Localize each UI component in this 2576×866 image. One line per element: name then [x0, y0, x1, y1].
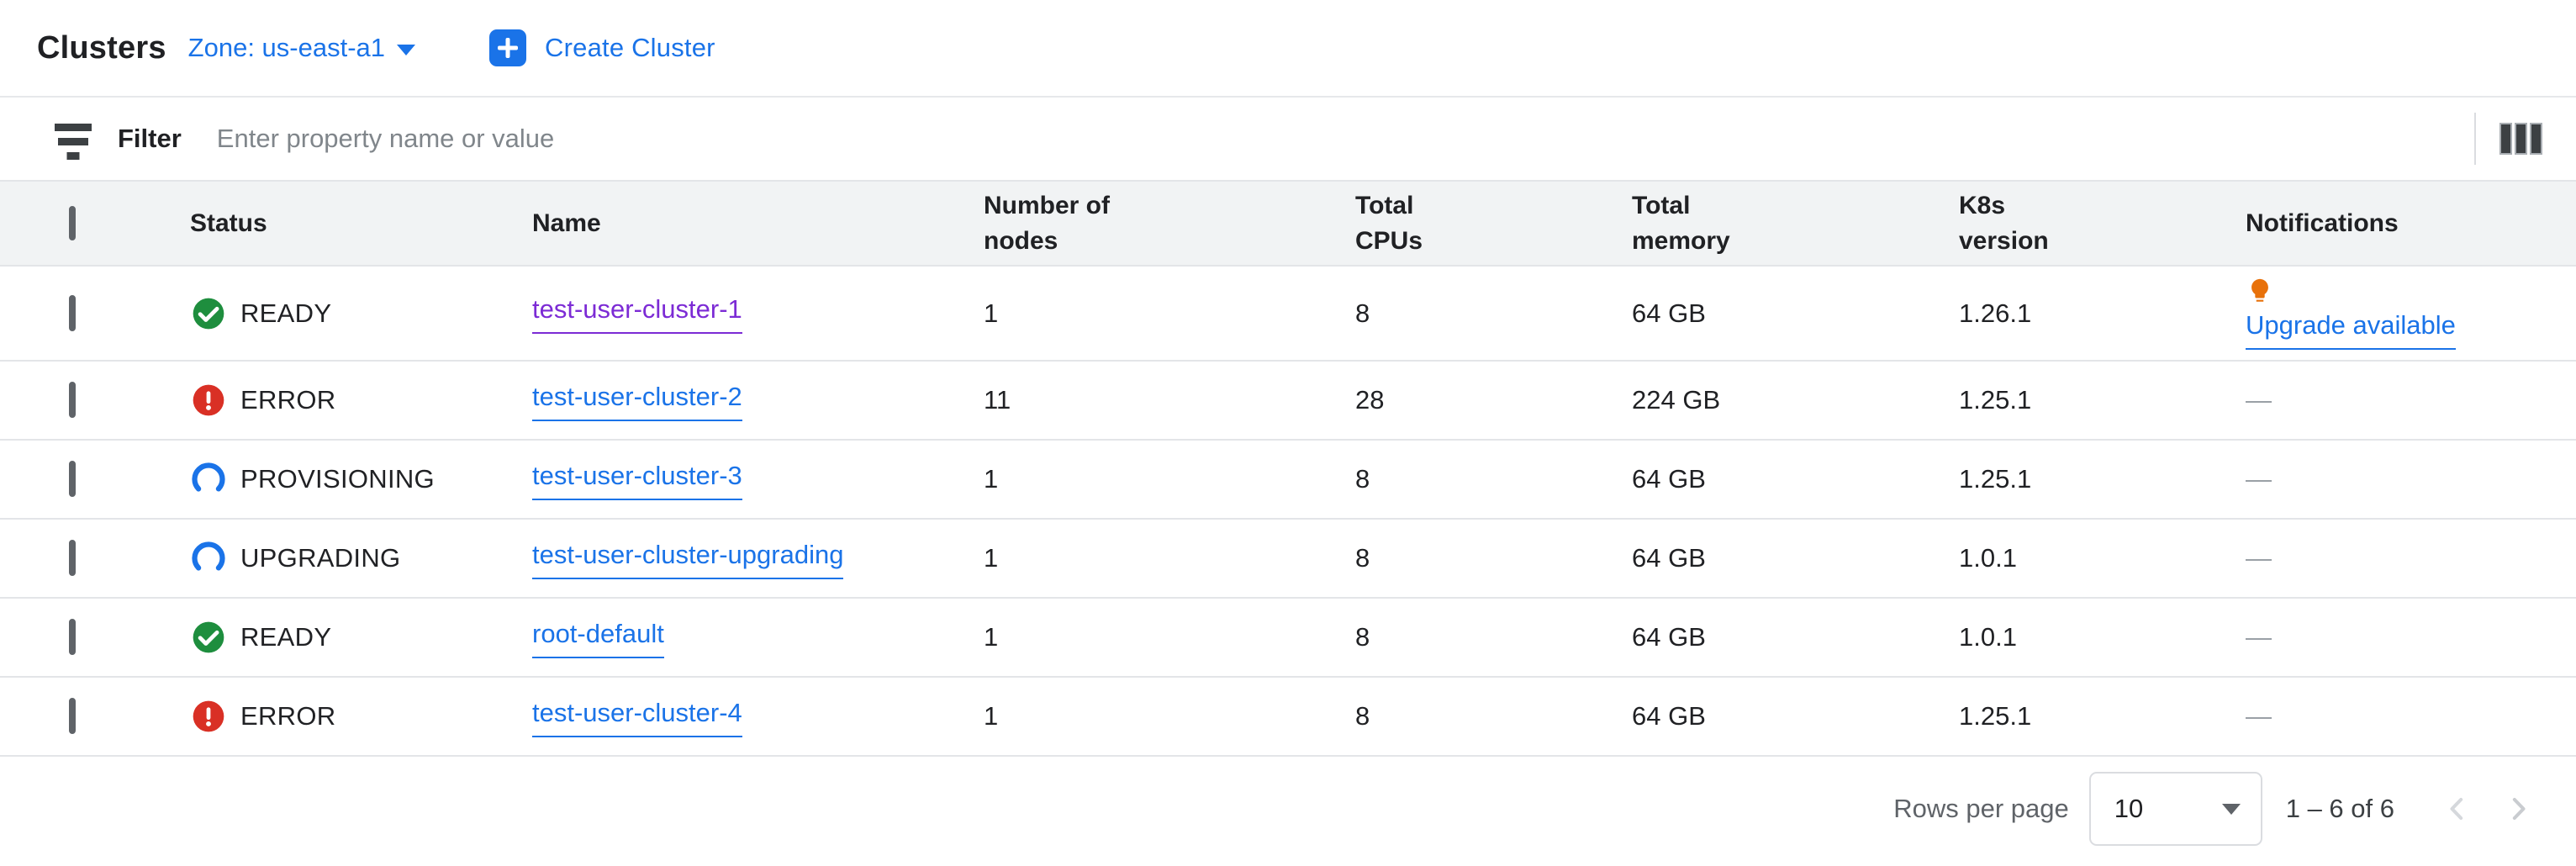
spinner-icon	[192, 541, 225, 575]
nodes-value: 1	[984, 677, 1355, 757]
cluster-name-link[interactable]: test-user-cluster-2	[532, 380, 742, 421]
table-row: UPGRADING test-user-cluster-upgrading 1 …	[0, 519, 2576, 599]
memory-value: 64 GB	[1632, 440, 1959, 520]
filter-label: Filter	[118, 124, 182, 153]
k8s-version-value: 1.25.1	[1959, 440, 2246, 520]
rows-per-page-value: 10	[2114, 794, 2144, 823]
toolbar-divider	[2474, 113, 2476, 165]
nodes-value: 11	[984, 361, 1355, 441]
pagination-bar: Rows per page 10 1 – 6 of 6	[0, 757, 2576, 861]
memory-value: 64 GB	[1632, 266, 1959, 362]
table-header-row: Status Name Number of nodes Total CPUs T…	[0, 182, 2576, 267]
memory-value: 64 GB	[1632, 677, 1959, 757]
spinner-icon	[192, 462, 225, 496]
status-label: ERROR	[240, 385, 336, 415]
column-header-memory: Total memory	[1632, 191, 1730, 255]
notification-empty: —	[2246, 464, 2272, 494]
notification-empty: —	[2246, 543, 2272, 573]
nodes-value: 1	[984, 266, 1355, 362]
pagination-range: 1 – 6 of 6	[2285, 794, 2394, 823]
status-label: PROVISIONING	[240, 464, 435, 494]
status-label: READY	[240, 298, 332, 328]
column-header-name: Name	[532, 182, 984, 267]
nodes-value: 1	[984, 440, 1355, 520]
dropdown-arrow-icon	[397, 44, 416, 55]
page-header: Clusters Zone: us-east-a1 Create Cluster	[0, 0, 2576, 98]
notification-empty: —	[2246, 622, 2272, 652]
row-checkbox[interactable]	[69, 461, 76, 497]
row-checkbox[interactable]	[69, 540, 76, 576]
cpus-value: 8	[1355, 677, 1632, 757]
column-header-k8s-version: K8s version	[1959, 191, 2049, 255]
dropdown-arrow-icon	[2221, 803, 2241, 815]
lightbulb-icon	[2251, 278, 2268, 302]
cluster-name-link[interactable]: test-user-cluster-upgrading	[532, 538, 844, 579]
filter-input[interactable]	[216, 124, 2457, 154]
create-cluster-button[interactable]: Create Cluster	[489, 29, 715, 66]
cluster-name-link[interactable]: test-user-cluster-3	[532, 459, 742, 500]
k8s-version-value: 1.0.1	[1959, 519, 2246, 599]
error-circle-icon	[193, 384, 224, 416]
column-header-status: Status	[190, 182, 532, 267]
clusters-table: Status Name Number of nodes Total CPUs T…	[0, 182, 2576, 757]
filter-toolbar: Filter	[0, 98, 2576, 182]
upgrade-available-link[interactable]: Upgrade available	[2246, 309, 2456, 350]
check-circle-icon	[193, 621, 224, 653]
cluster-name-link[interactable]: root-default	[532, 617, 664, 658]
cpus-value: 8	[1355, 519, 1632, 599]
row-checkbox[interactable]	[69, 294, 76, 331]
column-display-options-icon[interactable]	[2499, 123, 2542, 155]
notification-empty: —	[2246, 701, 2272, 731]
error-circle-icon	[193, 700, 224, 732]
status-label: ERROR	[240, 701, 336, 731]
rows-per-page-label: Rows per page	[1893, 794, 2069, 823]
table-row: ERROR test-user-cluster-2 11 28 224 GB 1…	[0, 361, 2576, 441]
rows-per-page-select[interactable]: 10	[2088, 772, 2262, 846]
table-row: PROVISIONING test-user-cluster-3 1 8 64 …	[0, 440, 2576, 520]
status-label: UPGRADING	[240, 543, 401, 573]
page-title: Clusters	[37, 29, 166, 66]
table-row: READY test-user-cluster-1 1 8 64 GB 1.26…	[0, 266, 2576, 362]
k8s-version-value: 1.25.1	[1959, 361, 2246, 441]
row-checkbox[interactable]	[69, 382, 76, 418]
k8s-version-value: 1.0.1	[1959, 598, 2246, 678]
k8s-version-value: 1.25.1	[1959, 677, 2246, 757]
zone-selector[interactable]: Zone: us-east-a1	[187, 33, 416, 63]
memory-value: 64 GB	[1632, 598, 1959, 678]
k8s-version-value: 1.26.1	[1959, 266, 2246, 362]
cpus-value: 8	[1355, 266, 1632, 362]
column-header-cpus: Total CPUs	[1355, 191, 1423, 255]
cpus-value: 8	[1355, 598, 1632, 678]
cluster-name-link[interactable]: test-user-cluster-4	[532, 696, 742, 737]
memory-value: 64 GB	[1632, 519, 1959, 599]
add-box-icon	[489, 29, 527, 66]
cpus-value: 8	[1355, 440, 1632, 520]
select-all-checkbox[interactable]	[69, 205, 76, 240]
chevron-right-icon[interactable]	[2500, 790, 2537, 827]
nodes-value: 1	[984, 598, 1355, 678]
chevron-left-icon[interactable]	[2438, 790, 2475, 827]
table-row: ERROR test-user-cluster-4 1 8 64 GB 1.25…	[0, 677, 2576, 757]
status-label: READY	[240, 622, 332, 652]
notification-empty: —	[2246, 385, 2272, 415]
column-header-nodes: Number of nodes	[984, 191, 1110, 255]
column-header-notifications: Notifications	[2246, 182, 2576, 267]
create-cluster-label: Create Cluster	[545, 33, 715, 62]
nodes-value: 1	[984, 519, 1355, 599]
memory-value: 224 GB	[1632, 361, 1959, 441]
zone-selector-label: Zone: us-east-a1	[187, 33, 386, 62]
row-checkbox[interactable]	[69, 698, 76, 734]
cluster-name-link[interactable]: test-user-cluster-1	[532, 293, 742, 334]
check-circle-icon	[193, 298, 224, 329]
table-row: READY root-default 1 8 64 GB 1.0.1 —	[0, 598, 2576, 678]
cpus-value: 28	[1355, 361, 1632, 441]
row-checkbox[interactable]	[69, 619, 76, 655]
filter-icon	[54, 120, 92, 160]
